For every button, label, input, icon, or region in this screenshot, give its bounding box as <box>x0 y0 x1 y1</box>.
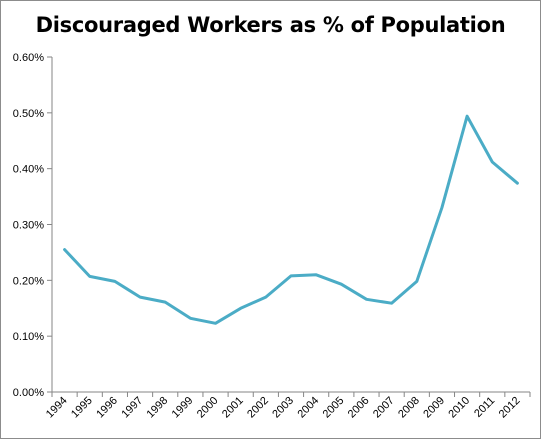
y-tick-label: 0.10% <box>13 331 44 343</box>
data-point <box>290 274 293 277</box>
series-layer <box>63 114 519 325</box>
data-point <box>214 322 217 325</box>
x-tick-label: 2011 <box>472 395 497 420</box>
data-point <box>340 283 343 286</box>
x-tick-label: 2004 <box>295 395 321 421</box>
chart-title: Discouraged Workers as % of Population <box>35 13 506 37</box>
data-point <box>365 298 368 301</box>
x-axis-ticks: 1994 1995 1996 1997 1998 1999 2000 2001 2002 2003… <box>44 392 531 421</box>
data-point <box>88 275 91 278</box>
x-tick-label: 2000 <box>195 395 221 421</box>
x-tick-label: 2005 <box>321 395 347 421</box>
x-tick-label: 2001 <box>220 395 246 421</box>
x-tick-label: 1994 <box>44 395 70 421</box>
data-point <box>390 302 393 305</box>
x-tick-label: 2002 <box>245 395 271 421</box>
data-point <box>415 280 418 283</box>
x-tick-label: 1997 <box>119 395 145 421</box>
x-tick-label: 2006 <box>346 395 372 421</box>
x-tick-label: 2003 <box>270 395 296 421</box>
y-axis-ticks: 0.00% 0.10% 0.20% 0.30% 0.40% 0.50% 0.60% <box>13 52 52 399</box>
x-tick-label: 1996 <box>94 395 120 421</box>
data-point <box>516 182 519 185</box>
data-point <box>189 317 192 320</box>
data-point <box>440 206 443 209</box>
x-tick-label: 2008 <box>396 395 422 421</box>
data-point <box>63 248 66 251</box>
data-point <box>466 115 469 118</box>
x-tick-label: 1998 <box>145 395 171 421</box>
y-tick-label: 0.50% <box>13 108 44 120</box>
data-point <box>264 296 267 299</box>
data-point <box>315 273 318 276</box>
y-tick-label: 0.30% <box>13 220 44 232</box>
data-point <box>139 296 142 299</box>
x-tick-label: 2010 <box>446 395 472 421</box>
data-point <box>491 160 494 163</box>
x-tick-label: 2009 <box>421 395 447 421</box>
data-point <box>164 301 167 304</box>
data-point <box>239 307 242 310</box>
axes <box>51 57 530 393</box>
y-tick-label: 0.20% <box>13 275 44 287</box>
series-line <box>63 114 519 325</box>
y-tick-label: 0.00% <box>13 387 44 399</box>
y-tick-label: 0.40% <box>13 164 44 176</box>
y-tick-label: 0.60% <box>13 52 44 64</box>
x-tick-label: 1999 <box>170 395 196 421</box>
x-tick-label: 2007 <box>371 395 397 421</box>
x-tick-label: 1995 <box>69 395 95 421</box>
data-point <box>113 280 116 283</box>
x-tick-label: 2012 <box>497 395 523 421</box>
